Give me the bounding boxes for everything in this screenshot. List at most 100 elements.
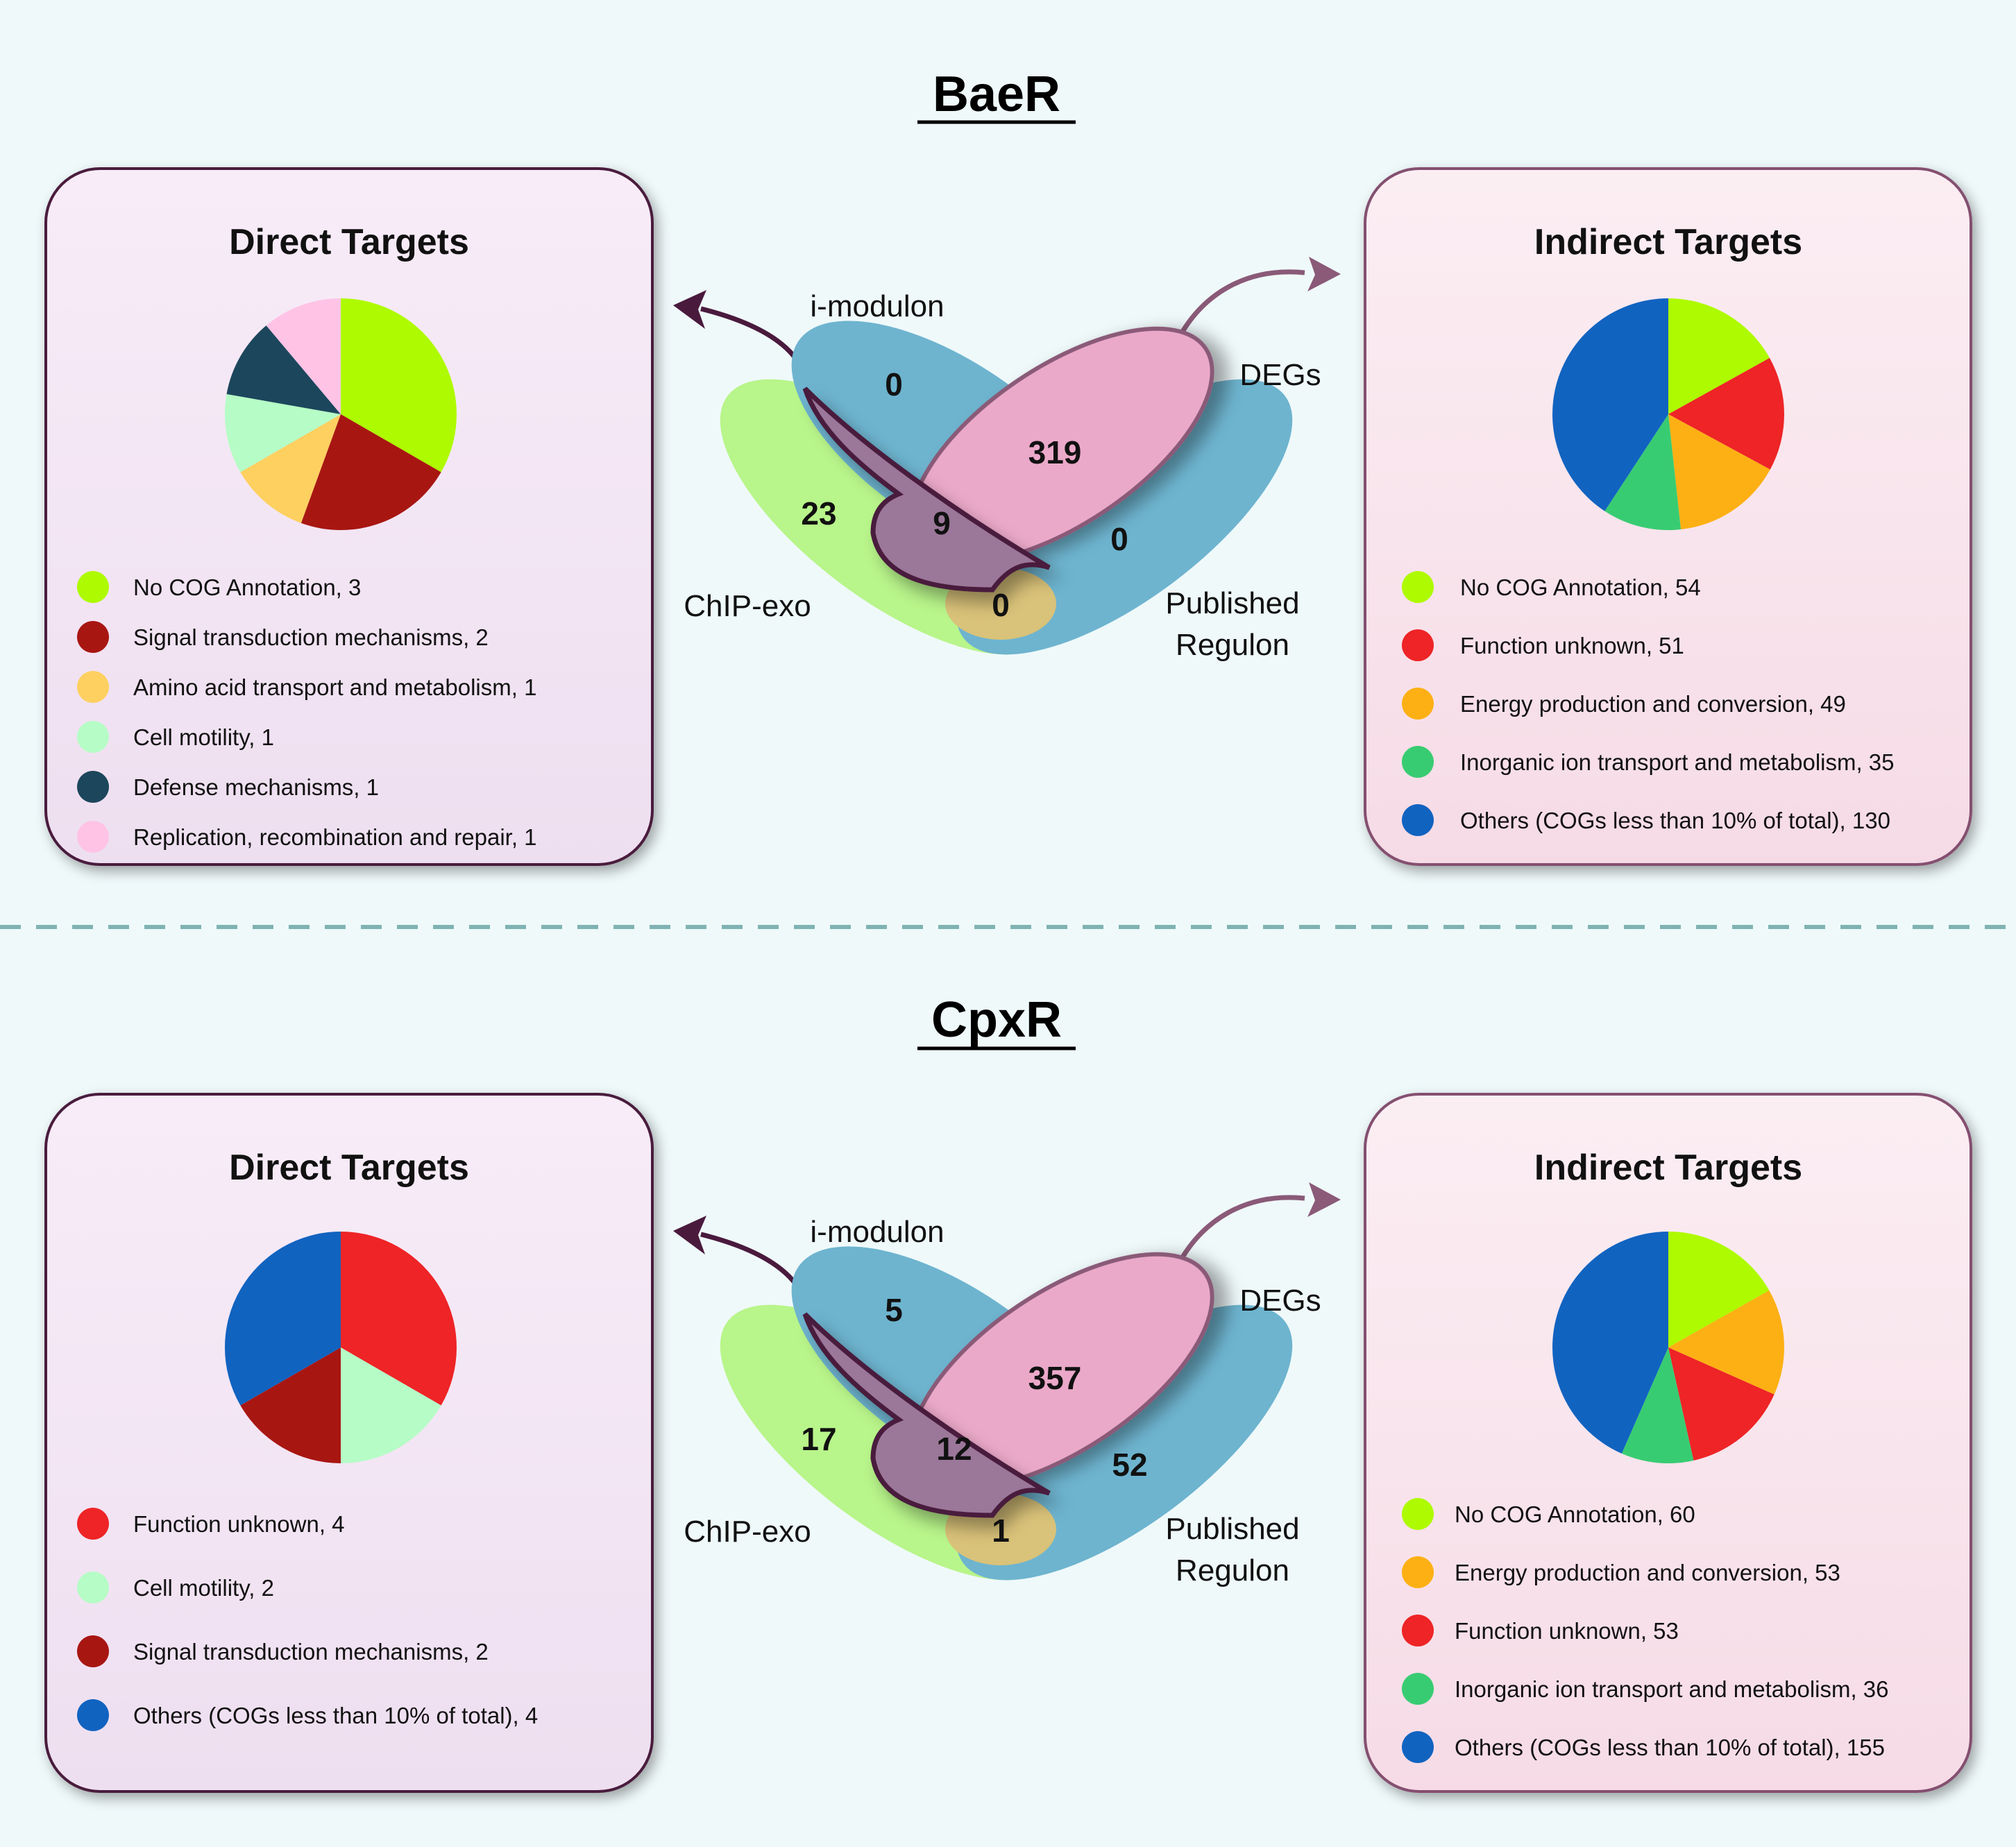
legend-swatch: [1402, 1615, 1434, 1646]
legend-label: No COG Annotation, 54: [1460, 574, 1701, 600]
published-regulon-label-line2: Regulon: [1176, 1554, 1289, 1588]
pie-slice: [224, 1232, 341, 1406]
count-published-only: 0: [1110, 521, 1128, 557]
pie-slice: [1668, 1232, 1770, 1347]
legend-label: Cell motility, 2: [133, 1575, 274, 1601]
count-center: 9: [933, 505, 951, 541]
count-imodulon-only: 0: [885, 366, 903, 402]
center-overlap-region: [802, 386, 1051, 593]
legend-label: Inorganic ion transport and metabolism, …: [1455, 1676, 1889, 1702]
legend-swatch: [1402, 1731, 1434, 1763]
legend-swatch: [77, 1572, 109, 1603]
pie-chart: [224, 1232, 457, 1463]
pie-chart: [1552, 298, 1784, 530]
legend-label: Defense mechanisms, 1: [133, 774, 379, 800]
legend-label: Others (COGs less than 10% of total), 13…: [1460, 808, 1890, 833]
degs-label: DEGs: [1239, 1284, 1321, 1318]
legend-label: Energy production and conversion, 49: [1460, 691, 1846, 717]
pie-slice: [240, 414, 341, 523]
legend-swatch: [1402, 746, 1434, 778]
pie-slice: [341, 1347, 441, 1463]
legend-label: Replication, recombination and repair, 1: [133, 824, 537, 850]
pie-slice: [1668, 1347, 1774, 1461]
pie-chart: [225, 298, 457, 531]
pie-slice: [226, 325, 341, 414]
count-degs-only: 357: [1028, 1360, 1082, 1396]
legend: No COG Annotation, 54 Function unknown, 5…: [1402, 571, 1895, 836]
legend-swatch: [1402, 804, 1434, 836]
legend-label: Function unknown, 51: [1460, 633, 1684, 658]
count-bottom: 0: [992, 587, 1010, 623]
legend-label: Amino acid transport and metabolism, 1: [133, 674, 536, 700]
legend-swatch: [1402, 1556, 1434, 1588]
legend-label: Signal transduction mechanisms, 2: [133, 624, 489, 650]
legend-swatch: [1402, 688, 1434, 720]
section-title: CpxR: [931, 992, 1062, 1048]
indirect-targets-panel: Indirect Targets No COG Annotation, 60 En…: [1364, 1093, 1972, 1793]
pie-slice: [341, 1232, 457, 1406]
pie-slice: [1552, 298, 1668, 511]
legend-label: Signal transduction mechanisms, 2: [133, 1639, 489, 1665]
chipexo-label: ChIP-exo: [684, 589, 811, 623]
legend-label: Function unknown, 4: [133, 1511, 345, 1537]
count-center: 12: [936, 1431, 972, 1467]
published-regulon-label-line1: Published: [1165, 1512, 1299, 1546]
legend-swatch: [77, 721, 109, 753]
pie-slice: [1668, 357, 1784, 470]
panel-title: Indirect Targets: [1534, 1148, 1802, 1188]
arrowhead-right-icon: [1307, 1182, 1341, 1217]
legend-label: Others (COGs less than 10% of total), 4: [133, 1703, 538, 1728]
pie-slice: [1552, 1232, 1668, 1454]
pie-slice: [300, 414, 441, 531]
legend-label: No COG Annotation, 3: [133, 574, 361, 600]
count-chipexo-only: 23: [801, 495, 836, 531]
venn-diagram: i-modulon DEGs ChIP-exo Published Regulo…: [673, 257, 1341, 662]
arrowhead-left-icon: [673, 290, 706, 329]
count-bottom: 1: [992, 1513, 1010, 1549]
legend-swatch: [1402, 1673, 1434, 1705]
legend: No COG Annotation, 3 Signal transduction …: [77, 571, 537, 853]
direct-targets-panel: Direct Targets No COG Annotation, 3 Signa…: [44, 167, 654, 866]
pie-slice: [1604, 414, 1682, 530]
panel-title: Direct Targets: [229, 1148, 469, 1188]
legend-label: Others (COGs less than 10% of total), 15…: [1455, 1735, 1885, 1760]
legend: Function unknown, 4 Cell motility, 2 Signa…: [77, 1508, 538, 1731]
legend-swatch: [77, 1699, 109, 1731]
count-imodulon-only: 5: [885, 1292, 903, 1328]
imodulon-label: i-modulon: [810, 289, 944, 323]
arrowhead-right-icon: [1307, 257, 1341, 291]
venn-diagram: i-modulon DEGs ChIP-exo Published Regulo…: [673, 1182, 1341, 1588]
legend-label: No COG Annotation, 60: [1455, 1501, 1695, 1527]
published-regulon-label-line1: Published: [1165, 586, 1299, 620]
pie-slice: [1668, 414, 1770, 530]
legend-swatch: [1402, 1498, 1434, 1530]
count-published-only: 52: [1112, 1447, 1147, 1483]
count-degs-only: 319: [1028, 434, 1082, 470]
section-title: BaeR: [933, 67, 1060, 122]
legend-label: Inorganic ion transport and metabolism, …: [1460, 749, 1895, 775]
pie-slice: [240, 1347, 341, 1463]
imodulon-label: i-modulon: [810, 1215, 944, 1249]
legend-swatch: [77, 621, 109, 653]
degs-label: DEGs: [1239, 358, 1321, 392]
chipexo-label: ChIP-exo: [684, 1515, 811, 1549]
legend-label: Function unknown, 53: [1455, 1618, 1679, 1644]
legend-swatch: [77, 771, 109, 803]
pie-chart: [1552, 1232, 1784, 1463]
legend-label: Cell motility, 1: [133, 724, 274, 750]
legend-swatch: [77, 1635, 109, 1667]
pie-slice: [266, 298, 341, 414]
panel-title: Indirect Targets: [1534, 222, 1802, 262]
arrow-to-indirect: [1171, 1195, 1305, 1274]
legend-swatch: [1402, 571, 1434, 603]
pie-slice: [1668, 1290, 1784, 1395]
indirect-targets-panel: Indirect Targets No COG Annotation, 54 Fu…: [1364, 167, 1972, 866]
arrowhead-left-icon: [673, 1216, 706, 1254]
section-baer: BaeR Direct Targets No COG Annotation, 3…: [44, 67, 1972, 866]
legend: No COG Annotation, 60 Energy production a…: [1402, 1498, 1889, 1763]
center-overlap-region: [802, 1312, 1051, 1518]
count-chipexo-only: 17: [801, 1421, 836, 1457]
direct-targets-panel: Direct Targets Function unknown, 4 Cell m…: [44, 1093, 654, 1793]
pie-slice: [1668, 298, 1770, 414]
